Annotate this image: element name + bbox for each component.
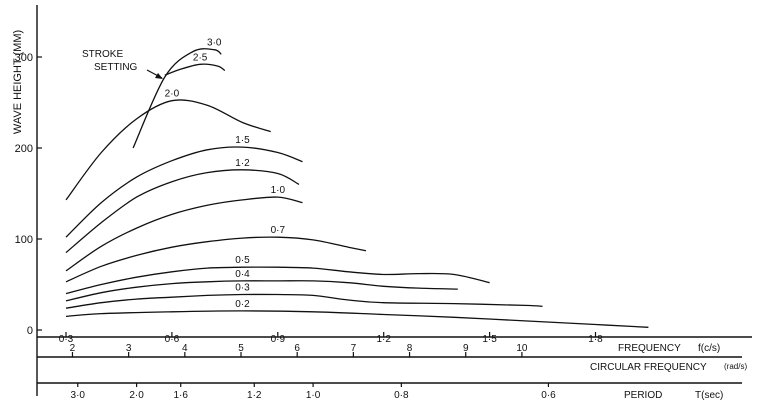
series-label: 0·5 — [235, 255, 250, 266]
period-tick-label: 1·0 — [306, 390, 321, 401]
period-unit-label: T(sec) — [695, 390, 723, 401]
series-label: 2·0 — [165, 89, 180, 100]
series-label: 2·5 — [193, 52, 208, 63]
series-line — [65, 280, 458, 302]
circular-frequency-tick-label: 4 — [182, 343, 188, 354]
circular-frequency-axis-label: CIRCULAR FREQUENCY — [590, 362, 707, 373]
series-line — [132, 48, 222, 149]
frequency-tick-label: 0·9 — [271, 334, 286, 345]
y-tick-label: 200 — [15, 143, 33, 155]
series-line — [65, 146, 303, 238]
period-tick-label: 1·6 — [173, 390, 188, 401]
frequency-tick-label: 0·6 — [165, 334, 180, 345]
period-tick-label: 3·0 — [71, 390, 86, 401]
circular-frequency-tick-label: 7 — [351, 343, 357, 354]
circular-frequency-unit-label: (rad/s) — [724, 362, 747, 371]
y-tick-label: 100 — [15, 234, 33, 246]
circular-frequency-tick-label: 6 — [294, 343, 300, 354]
series-label: 0·7 — [271, 225, 286, 236]
legend-title-stroke: STROKE — [82, 49, 123, 60]
frequency-tick-label: 1·8 — [588, 334, 603, 345]
circular-frequency-tick-label: 2 — [70, 343, 76, 354]
series-label: 0·2 — [235, 299, 250, 310]
series-line — [65, 196, 303, 272]
period-tick-label: 0·8 — [394, 390, 409, 401]
legend-title-setting: SETTING — [94, 62, 138, 73]
circular-frequency-tick-label: 9 — [463, 343, 469, 354]
series-line — [65, 236, 367, 283]
series-line — [164, 63, 226, 76]
series-label: 1·2 — [235, 158, 250, 169]
series-label: 1·0 — [271, 185, 286, 196]
frequency-unit-label: f(c/s) — [698, 343, 720, 354]
frequency-tick-label: 0·3 — [59, 334, 74, 345]
y-tick-label: 0 — [27, 325, 33, 337]
circular-frequency-tick-label: 3 — [126, 343, 132, 354]
period-tick-label: 2·0 — [129, 390, 144, 401]
y-tick-label: 300 — [15, 52, 33, 64]
series-label: 1·5 — [235, 135, 250, 146]
series-label: 3·0 — [207, 38, 222, 49]
series-line — [65, 169, 300, 254]
period-axis-label: PERIOD — [624, 390, 662, 401]
frequency-axis-label: FREQUENCY — [618, 343, 681, 354]
frequency-tick-label: 1·2 — [376, 334, 391, 345]
y-axis-label: WAVE HEIGHT (MM) — [12, 30, 24, 134]
series-line — [65, 99, 271, 201]
legend-leader-arrowhead — [155, 73, 163, 79]
series-line — [65, 310, 649, 328]
period-tick-label: 0·6 — [541, 390, 556, 401]
series-line — [65, 293, 543, 309]
plot-area: 0 100 200 300 0·3 0·6 0·9 1·2 1·5 1·8 FREQUENCY f(c… — [15, 5, 752, 401]
series-line — [65, 266, 490, 295]
period-tick-label: 1·2 — [247, 390, 262, 401]
circular-frequency-tick-label: 10 — [516, 343, 528, 354]
series-label: 0·4 — [235, 269, 250, 280]
circular-frequency-tick-label: 5 — [238, 343, 244, 354]
frequency-tick-label: 1·5 — [482, 334, 497, 345]
circular-frequency-tick-label: 8 — [407, 343, 413, 354]
series-label: 0·3 — [235, 283, 250, 294]
